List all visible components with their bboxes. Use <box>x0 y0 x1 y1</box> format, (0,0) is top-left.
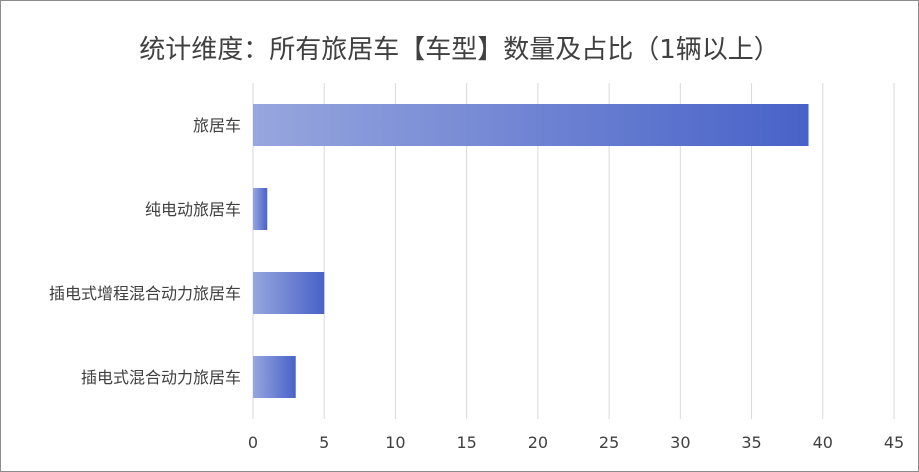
x-tick-label: 10 <box>385 433 405 452</box>
x-tick-label: 45 <box>884 433 904 452</box>
category-label: 插电式增程混合动力旅居车 <box>49 284 241 303</box>
category-label: 纯电动旅居车 <box>145 200 241 219</box>
bar <box>253 272 325 314</box>
x-tick-label: 15 <box>456 433 476 452</box>
category-label: 插电式混合动力旅居车 <box>81 368 241 387</box>
x-tick-label: 0 <box>248 433 258 452</box>
x-tick-labels: 0 5 10 15 20 25 30 35 40 45 <box>248 433 904 452</box>
bar <box>253 188 268 230</box>
bar <box>253 356 296 398</box>
x-tick-label: 20 <box>528 433 548 452</box>
bars <box>253 104 809 398</box>
x-tick-label: 5 <box>319 433 329 452</box>
x-tick-label: 25 <box>599 433 619 452</box>
chart-title: 统计维度：所有旅居车【车型】数量及占比（1辆以上） <box>139 35 780 65</box>
x-tick-label: 30 <box>670 433 690 452</box>
x-tick-label: 40 <box>813 433 833 452</box>
category-label: 旅居车 <box>193 116 241 135</box>
bar <box>253 104 809 146</box>
x-tick-label: 35 <box>741 433 761 452</box>
